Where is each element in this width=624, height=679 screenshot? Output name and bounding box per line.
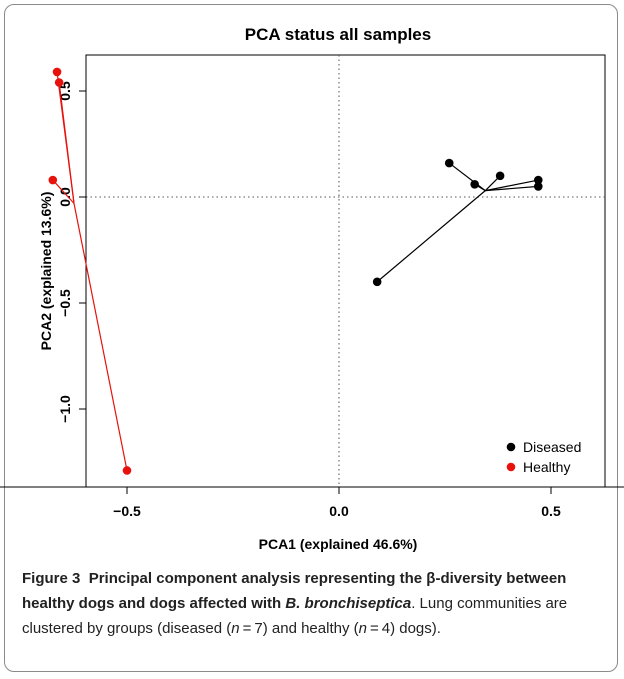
x-tick-label: 0.0 <box>329 503 349 519</box>
point-healthy <box>48 175 58 185</box>
spoke-diseased <box>485 185 539 192</box>
y-axis-label: PCA2 (explained 13.6%) <box>38 192 54 351</box>
caption-text-1: . Lung communities are clustered by grou… <box>22 595 568 637</box>
legend-marker-diseased <box>506 442 516 452</box>
point-diseased <box>470 179 479 189</box>
pca-chart: PCA status all samples −1.0−0.50.00.51.0… <box>0 25 624 552</box>
caption-text-3: = 4) dogs). <box>366 620 441 637</box>
spoke-healthy <box>58 82 75 204</box>
figure-frame <box>4 4 618 672</box>
point-diseased <box>533 175 543 185</box>
point-healthy <box>54 78 64 87</box>
legend-marker-healthy <box>506 462 516 472</box>
species-name: B. bronchiseptica <box>285 595 412 612</box>
x-axis-label: PCA1 (explained 46.6%) <box>259 536 418 552</box>
point-diseased <box>495 171 505 181</box>
spoke-diseased <box>448 162 486 192</box>
figure-label: Figure 3 <box>22 570 81 587</box>
point-diseased <box>372 277 382 287</box>
y-tick-label: −1.0 <box>57 395 73 423</box>
x-tick-label: −0.5 <box>113 503 141 519</box>
spoke-diseased <box>485 179 539 192</box>
point-healthy <box>52 67 62 77</box>
n-symbol-1: n <box>231 620 240 637</box>
n-symbol-2: n <box>358 620 367 637</box>
legend-label-diseased: Diseased <box>523 439 581 455</box>
legend-label-healthy: Healthy <box>523 459 570 475</box>
y-tick-label: 0.0 <box>57 187 73 207</box>
spoke-diseased <box>376 190 486 283</box>
spoke-healthy <box>52 179 75 204</box>
figure-caption: Figure 3 Principal component analysis re… <box>22 566 607 641</box>
x-tick-label: 0.5 <box>541 503 561 519</box>
caption-title: Principal component analysis representin… <box>22 570 567 612</box>
chart-title: PCA status all samples <box>245 25 431 44</box>
point-healthy <box>122 466 132 475</box>
point-diseased <box>444 158 454 168</box>
point-diseased <box>533 182 543 191</box>
y-tick-label: −0.5 <box>57 289 73 317</box>
spoke-healthy <box>73 203 128 471</box>
caption-text-2: = 7) and healthy ( <box>239 620 359 637</box>
plot-area <box>85 54 606 488</box>
